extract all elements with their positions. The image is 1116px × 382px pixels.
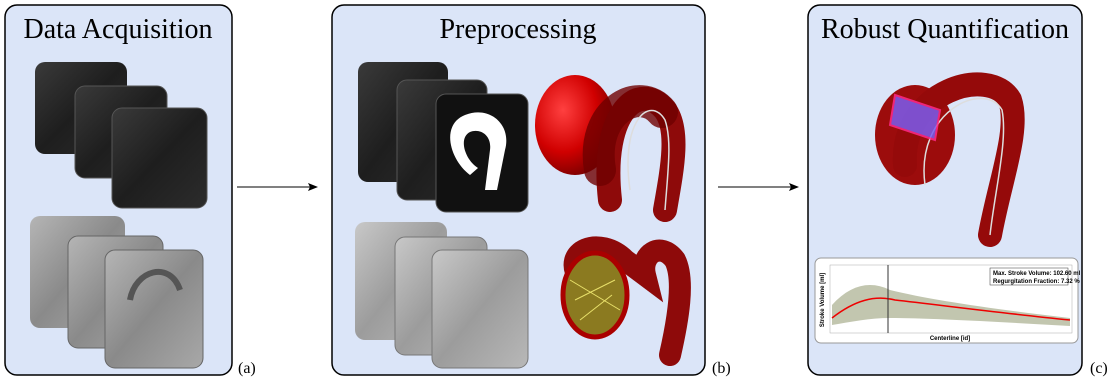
phase-slice	[432, 250, 528, 368]
mri-slice	[112, 108, 207, 208]
panel-a: Data Acquisition (a)	[5, 5, 256, 377]
panel-b: Preprocessing (b)	[332, 5, 731, 377]
arrow	[237, 183, 318, 191]
panel-c: Robust Quantification Max. Stroke Volume…	[808, 5, 1108, 377]
legend-text: Regurgitation Fraction: 7.32 %	[993, 279, 1080, 285]
panel-title: Preprocessing	[439, 14, 596, 45]
panel-label: (a)	[238, 360, 256, 377]
panel-title: Robust Quantification	[821, 14, 1069, 45]
legend-text: Max. Stroke Volume: 102.60 ml	[993, 271, 1081, 277]
panel-title: Data Acquisition	[24, 14, 213, 45]
page: Data Acquisition (a) Preprocessing (b) R…	[0, 0, 1116, 382]
segmentation-mask	[436, 94, 528, 212]
panel-label: (b)	[712, 360, 731, 377]
arrow	[718, 183, 799, 191]
y-axis-label: Stroke Volume [ml]	[820, 273, 826, 327]
phase-slice	[105, 250, 203, 368]
panel-label: (c)	[1090, 360, 1108, 377]
x-axis-label: Centerline [id]	[930, 336, 970, 342]
figure: Data Acquisition (a) Preprocessing (b) R…	[0, 0, 1116, 382]
